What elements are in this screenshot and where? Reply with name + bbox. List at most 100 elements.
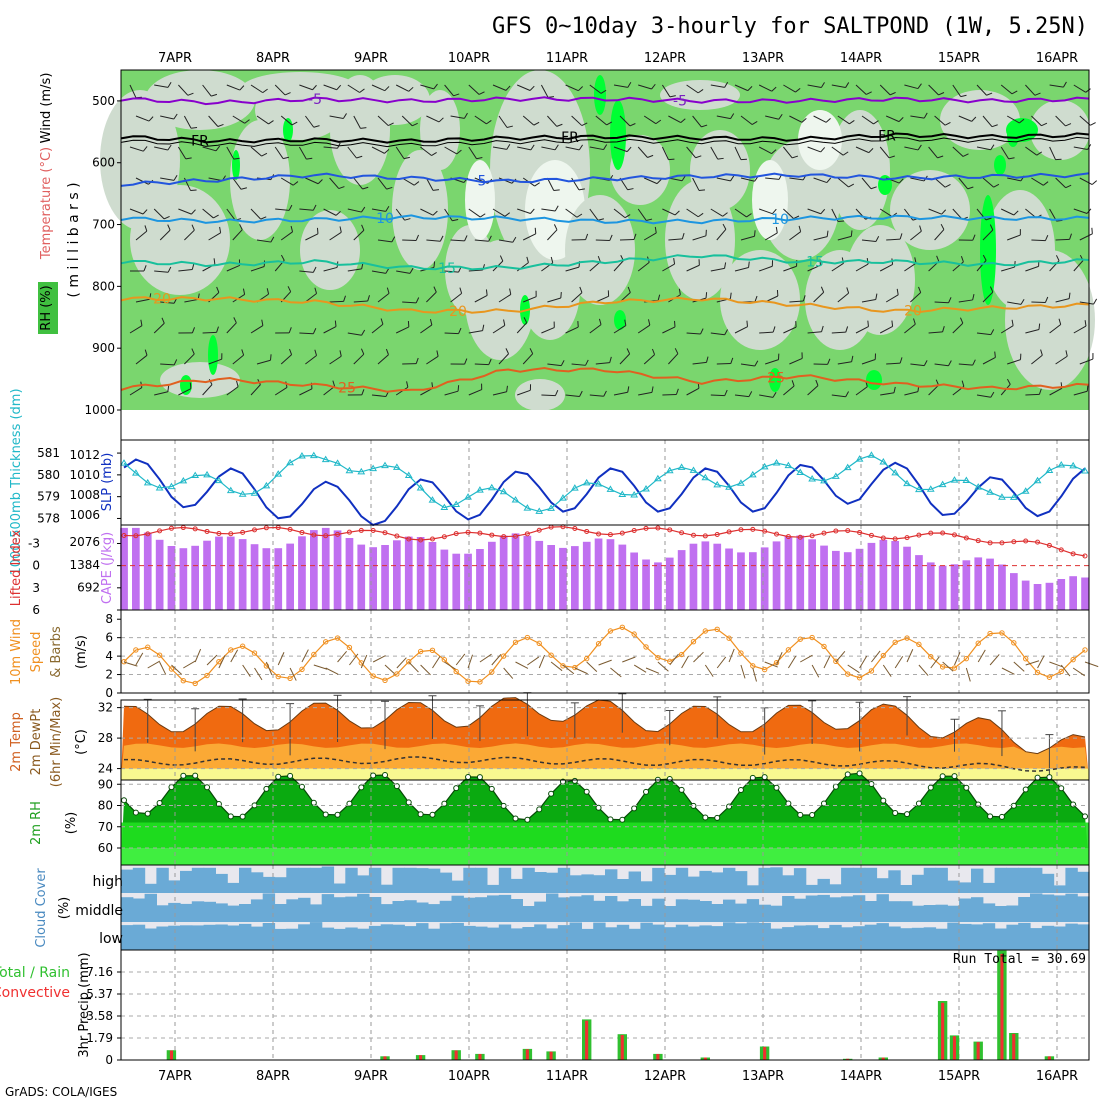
date-label-top: 13APR	[742, 51, 784, 66]
wind10-barb	[242, 664, 251, 677]
date-label-top: 15APR	[938, 51, 980, 66]
cloud-bar	[227, 905, 240, 922]
wind-barb-flag	[627, 81, 632, 88]
wind-barb	[837, 292, 849, 303]
cape-bar	[618, 544, 627, 610]
axis-tick-label: 6	[105, 631, 113, 645]
cloud-label-middle: middle	[75, 903, 123, 919]
wind-barb	[759, 331, 774, 334]
wind-barb-flag	[409, 267, 414, 274]
panel-frame	[120, 949, 1090, 1061]
wind-barb-flag	[408, 86, 414, 92]
wind10-barb	[574, 667, 588, 675]
wind10-barb	[811, 664, 820, 678]
wind-barb	[759, 394, 774, 398]
wind-barb-flag	[898, 178, 904, 184]
rh2m-marker	[583, 788, 590, 795]
date-axis-top: 7APR 8APR 9APR 10APR 11APR 12APR 13APR 14APR 15A…	[158, 51, 1078, 66]
wind-barb	[934, 177, 946, 188]
wind-barb	[934, 363, 949, 367]
wind-barb	[547, 115, 558, 127]
thickness-marker	[725, 483, 733, 490]
cloud-bar	[616, 901, 630, 922]
thickness-marker	[464, 493, 472, 500]
rh2m-marker	[820, 800, 827, 807]
wind-barb-flag	[647, 319, 651, 326]
cloud-bar	[876, 923, 889, 950]
wind-barb	[547, 297, 561, 303]
wind-barb	[329, 355, 342, 365]
wind-barb	[395, 208, 406, 221]
cloud-bar	[569, 896, 582, 922]
wind10-barb	[835, 650, 846, 663]
wind-barb	[710, 84, 725, 88]
precip-conv-bar	[703, 1057, 707, 1060]
wind-barb-flag	[554, 205, 559, 212]
wind-barb-flag	[751, 120, 758, 125]
precip-conv-bar	[478, 1054, 482, 1060]
thickness-marker	[1033, 476, 1042, 484]
wind-barb-flag	[268, 120, 274, 125]
wind-barb	[958, 299, 973, 303]
wind-barb-flag	[1065, 350, 1068, 357]
wind-barb	[686, 264, 700, 272]
cloud-bar	[640, 881, 653, 893]
cloud-bar	[1053, 895, 1066, 922]
wind-barb-flag	[627, 188, 634, 191]
wind10-marker	[512, 639, 519, 645]
wind-barb-flag	[288, 204, 293, 211]
date-label-top: 16APR	[1036, 51, 1078, 66]
wind-barb	[444, 208, 453, 221]
rh2m-marker	[192, 772, 199, 779]
wind-barb-flag	[216, 326, 219, 333]
li-marker	[774, 531, 780, 537]
rh-contour-blob	[145, 70, 255, 130]
footer-credit: GrADS: COLA/IGES	[5, 1085, 117, 1099]
wind-barb	[304, 115, 315, 128]
wind-barb-flag	[191, 263, 195, 270]
cloud-bar	[664, 927, 677, 950]
wind-barb-flag	[439, 235, 444, 242]
wind-barb-flag	[415, 297, 420, 304]
wind-barb-flag	[191, 348, 195, 355]
wind-barb	[517, 389, 531, 396]
cloud-bar	[191, 925, 205, 950]
precip-conv-bar	[549, 1051, 553, 1060]
wind-barb	[643, 177, 658, 185]
rh-contour-blob	[160, 362, 240, 398]
wind-barb	[740, 363, 755, 367]
wind-barb	[498, 239, 513, 243]
li-marker	[524, 531, 530, 537]
cape-bar	[179, 548, 188, 610]
wind-barb-flag	[1086, 385, 1089, 392]
wind10-marker	[595, 641, 602, 647]
cloud-bar	[451, 895, 464, 922]
wind-barb	[426, 115, 440, 123]
wind10-marker	[465, 678, 471, 684]
cloud-bar	[392, 901, 405, 922]
cloud-bar	[286, 928, 299, 950]
wind-barb	[323, 146, 338, 149]
wind-barb	[783, 326, 797, 334]
wind-barb	[420, 84, 434, 90]
cloud-bar	[994, 928, 1007, 950]
cape-bar	[428, 542, 437, 610]
thickness-marker	[974, 483, 983, 490]
thickness-marker	[440, 503, 449, 511]
wind-barb	[861, 299, 876, 303]
wind-barb	[256, 239, 271, 243]
rh2m-marker	[370, 772, 377, 779]
cloud-bar	[971, 897, 984, 922]
wind-barb	[637, 324, 651, 334]
thickness-marker	[143, 478, 152, 486]
wind-barb-flag	[239, 224, 243, 230]
wind-barb	[353, 353, 365, 365]
slp-ylabel-slp: SLP (mb)	[100, 453, 115, 512]
thickness-marker	[179, 476, 188, 484]
wind10-marker	[797, 636, 803, 642]
wind-barb-flag	[266, 288, 270, 295]
wind-barb	[740, 115, 753, 125]
rh2m-marker	[963, 784, 970, 791]
wind10-barb	[657, 661, 669, 672]
